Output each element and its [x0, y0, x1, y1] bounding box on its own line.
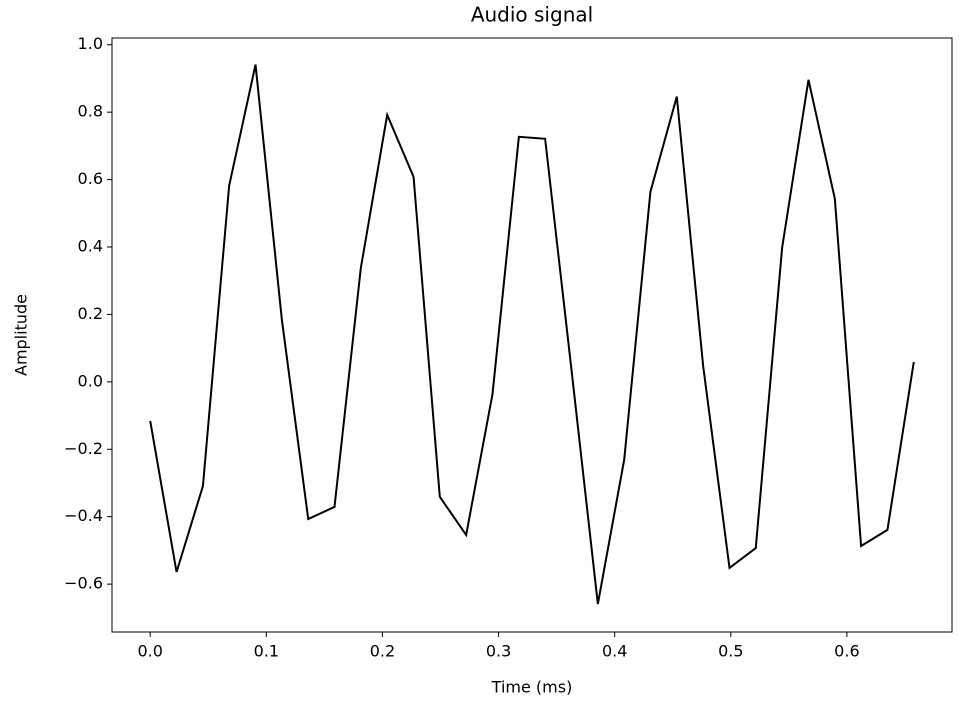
x-axis-label: Time (ms) — [491, 678, 573, 697]
x-tick-label: 0.4 — [602, 642, 627, 661]
chart-title: Audio signal — [471, 3, 593, 27]
x-tick-label: 0.1 — [254, 642, 279, 661]
y-tick-label: 0.6 — [78, 169, 103, 188]
x-tick-label: 0.5 — [718, 642, 743, 661]
y-tick-label: 1.0 — [78, 34, 103, 53]
y-tick-label: −0.6 — [64, 574, 103, 593]
y-tick-label: 0.4 — [78, 237, 103, 256]
plot-frame — [111, 37, 953, 633]
y-tick-label: −0.2 — [64, 439, 103, 458]
y-axis-label: Amplitude — [12, 294, 31, 376]
y-tick-label: −0.4 — [64, 506, 103, 525]
x-tick-label: 0.2 — [370, 642, 395, 661]
x-tick-label: 0.0 — [137, 642, 162, 661]
line — [149, 64, 915, 605]
y-tick-label: 0.8 — [78, 102, 103, 121]
y-tick-label: 0.0 — [78, 371, 103, 390]
x-tick-label: 0.3 — [486, 642, 511, 661]
y-tick-label: 0.2 — [78, 304, 103, 323]
x-tick-label: 0.6 — [834, 642, 859, 661]
